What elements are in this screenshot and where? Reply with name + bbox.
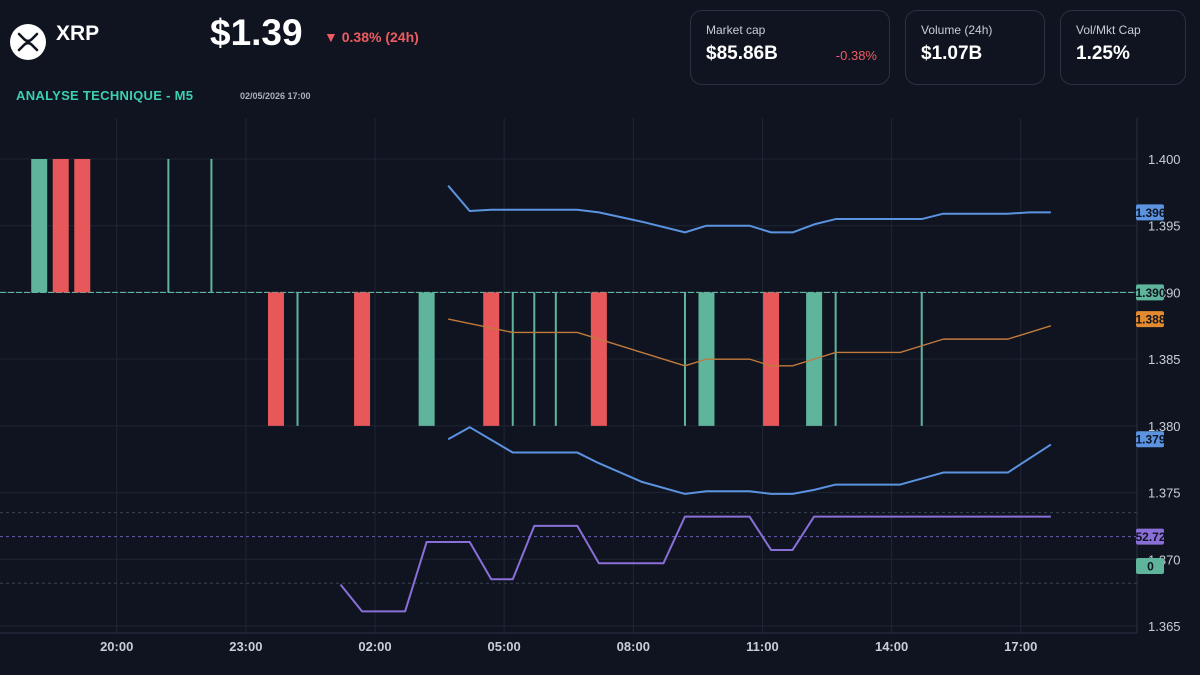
- candle: [834, 292, 837, 426]
- x-tick-label: 23:00: [229, 639, 262, 654]
- volume-card: Volume (24h) $1.07B: [905, 10, 1045, 85]
- candle: [31, 159, 48, 293]
- analysis-datetime: 02/05/2026 17:00: [240, 91, 311, 101]
- candle: [167, 159, 170, 293]
- x-tick-label: 7:30: [0, 639, 1, 654]
- market-cap-change: -0.38%: [835, 48, 877, 63]
- candle: [418, 292, 435, 426]
- xrp-logo-icon: [10, 24, 46, 60]
- price-badge: [1136, 557, 1164, 574]
- candle: [210, 159, 213, 293]
- indicator-line: [447, 426, 1052, 495]
- y-tick-label: 1.365: [1148, 619, 1181, 634]
- price-change-24h: ▼ 0.38% (24h): [324, 29, 419, 45]
- candle: [296, 292, 299, 426]
- price-badge-label: 52.72: [1135, 530, 1165, 544]
- candle: [74, 159, 91, 293]
- candle: [267, 292, 284, 426]
- y-tick-label: 1.380: [1148, 419, 1181, 434]
- volume-value: $1.07B: [921, 43, 983, 64]
- price-badge: [1136, 528, 1164, 545]
- price-badge-label: 1.390: [1135, 286, 1165, 300]
- x-tick-label: 20:00: [100, 639, 133, 654]
- price-badge-label: 1.396: [1135, 206, 1165, 220]
- current-price: $1.39: [210, 12, 303, 53]
- x-tick-label: 08:00: [617, 639, 650, 654]
- indicator-line: [339, 515, 1051, 613]
- candle: [52, 159, 69, 293]
- price-badge: [1136, 284, 1164, 301]
- x-tick-label: 05:00: [488, 639, 521, 654]
- candle: [354, 292, 371, 426]
- price-badge-label: 1.388: [1135, 313, 1165, 327]
- price-badge-label: 0: [1147, 559, 1154, 573]
- analysis-title: ANALYSE TECHNIQUE - M5: [16, 88, 194, 103]
- market-cap-label: Market cap: [706, 23, 766, 37]
- vol-mkt-value: 1.25%: [1076, 43, 1130, 64]
- candle: [920, 292, 923, 426]
- candle: [511, 292, 514, 426]
- vol-mkt-card: Vol/Mkt Cap 1.25%: [1060, 10, 1186, 85]
- market-cap-value: $85.86B: [706, 43, 778, 64]
- candle: [533, 292, 536, 426]
- indicator-line: [448, 318, 1052, 367]
- candle: [683, 292, 686, 426]
- x-tick-label: 14:00: [875, 639, 908, 654]
- indicator-line: [447, 185, 1051, 234]
- candle: [590, 292, 607, 426]
- coin-name: XRP: [56, 22, 100, 45]
- price-badge: [1136, 431, 1164, 448]
- price-badge-label: 1.379: [1135, 433, 1165, 447]
- volume-label: Volume (24h): [921, 23, 993, 37]
- x-tick-label: 17:00: [1004, 639, 1037, 654]
- y-tick-label: 1.395: [1148, 219, 1181, 234]
- candle: [763, 292, 780, 426]
- x-tick-label: 02:00: [358, 639, 391, 654]
- candle: [483, 292, 500, 426]
- y-tick-label: 1.385: [1148, 352, 1181, 367]
- y-tick-label: 1.400: [1148, 152, 1181, 167]
- price-badge: [1136, 311, 1164, 328]
- vol-mkt-label: Vol/Mkt Cap: [1076, 23, 1141, 37]
- candle: [554, 292, 557, 426]
- y-tick-label: 1.375: [1148, 486, 1181, 501]
- price-badge: [1136, 204, 1164, 221]
- x-tick-label: 11:00: [746, 639, 779, 654]
- market-cap-card: Market cap $85.86B -0.38%: [690, 10, 890, 85]
